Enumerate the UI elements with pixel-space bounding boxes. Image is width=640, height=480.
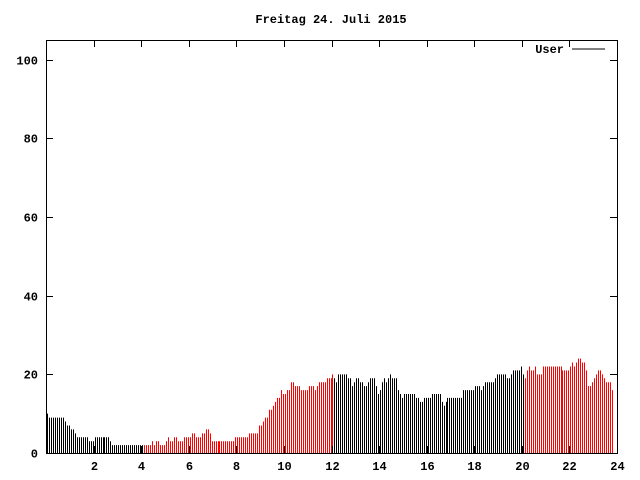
x-tick-label: 2 bbox=[91, 460, 98, 474]
x-tick-label: 22 bbox=[562, 460, 576, 474]
x-tick-label: 20 bbox=[515, 460, 529, 474]
chart-title: Freitag 24. Juli 2015 bbox=[255, 13, 406, 27]
x-tick-label: 10 bbox=[277, 460, 291, 474]
x-tick-label: 4 bbox=[138, 460, 145, 474]
y-tick-label: 60 bbox=[24, 212, 38, 226]
x-tick-label: 16 bbox=[420, 460, 434, 474]
bars-group bbox=[47, 358, 613, 453]
y-tick-label: 40 bbox=[24, 291, 38, 305]
y-tick-label: 100 bbox=[16, 55, 38, 69]
x-tick-label: 18 bbox=[467, 460, 481, 474]
x-tick-label: 24 bbox=[610, 460, 624, 474]
y-tick-label: 0 bbox=[31, 448, 38, 462]
x-tick-label: 8 bbox=[233, 460, 240, 474]
legend-label-user: User bbox=[535, 43, 564, 57]
x-tick-label: 12 bbox=[325, 460, 339, 474]
y-tick-label: 80 bbox=[24, 133, 38, 147]
y-tick-label: 20 bbox=[24, 369, 38, 383]
legend: User bbox=[535, 43, 605, 57]
x-tick-label: 14 bbox=[372, 460, 386, 474]
x-tick-label: 6 bbox=[186, 460, 193, 474]
